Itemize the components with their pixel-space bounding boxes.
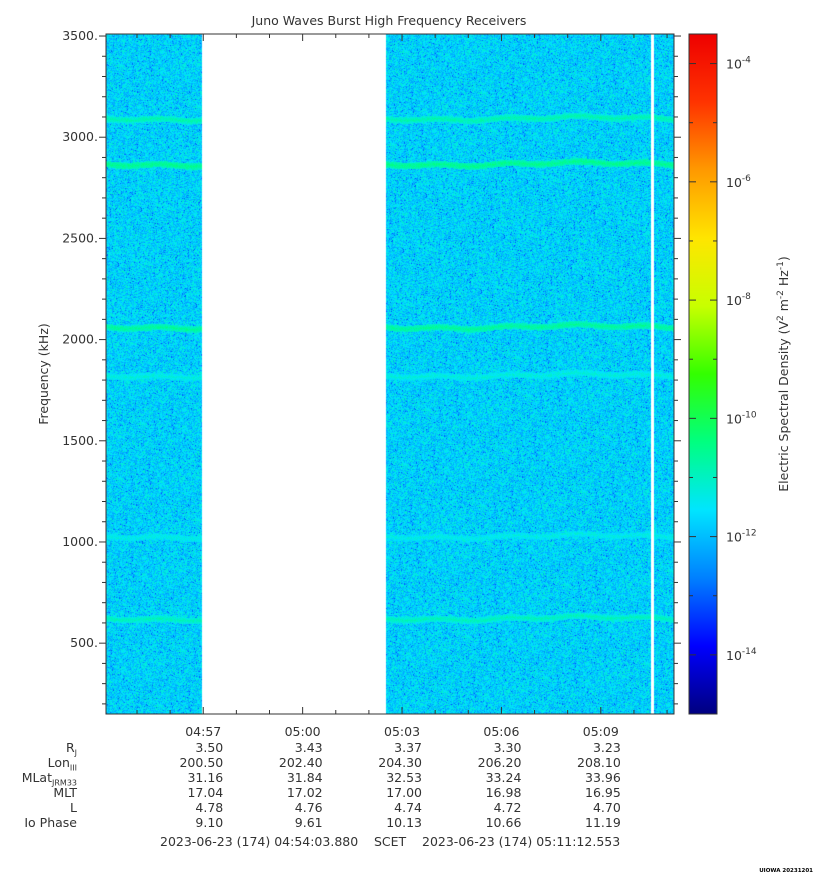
colorbar: 10-4 10-6 10-8 10-10 10-12 10-14: [688, 33, 757, 715]
y-tick-label: 1000.: [62, 534, 98, 549]
y-tick-label: 500.: [70, 635, 98, 650]
x-axis: 04:57 05:00 05:03 05:06 05:09: [136, 34, 668, 739]
x-tick-label: 05:03: [384, 724, 420, 739]
ephemeris-value: 202.40: [278, 755, 323, 770]
ephemeris-label: MLT: [53, 785, 77, 800]
ephemeris-value: 4.78: [195, 800, 224, 815]
ephemeris-value: 31.84: [286, 770, 323, 785]
y-tick-label: 3500.: [62, 28, 98, 43]
cb-tick-label: 10-12: [726, 529, 757, 545]
ephemeris-row: L 4.78 4.76 4.74 4.72 4.70: [0, 800, 815, 815]
chart-title: Juno Waves Burst High Frequency Receiver…: [251, 13, 527, 28]
cb-tick-label: 10-4: [726, 56, 751, 72]
spectrogram-image: [106, 34, 674, 714]
cb-tick-label: 10-14: [726, 647, 757, 663]
ephemeris-table: RJ 3.50 3.43 3.37 3.30 3.23 LonIII 200.50 202.40…: [0, 740, 815, 855]
cb-tick-label: 10-8: [726, 292, 751, 308]
end-time: 2023-06-23 (174) 05:11:12.553: [422, 834, 621, 849]
ephemeris-label: LonIII: [47, 755, 77, 773]
ephemeris-value: 3.43: [294, 740, 323, 755]
ephemeris-value: 208.10: [577, 755, 621, 770]
y-axis-label: Frequency (kHz): [36, 323, 51, 425]
ephemeris-value: 3.50: [195, 740, 224, 755]
colorbar-gradient: [688, 33, 718, 715]
ephemeris-value: 31.16: [187, 770, 224, 785]
ephemeris-value: 33.96: [585, 770, 621, 785]
x-tick-label: 05:06: [483, 724, 519, 739]
x-tick-label: 04:57: [185, 724, 221, 739]
ephemeris-value: 17.02: [286, 785, 323, 800]
version-stamp: UIOWA 20231201: [759, 868, 813, 874]
ephemeris-label: L: [70, 800, 77, 815]
ephemeris-value: 10.66: [485, 815, 522, 830]
ephemeris-value: 4.72: [493, 800, 522, 815]
ephemeris-value: 3.23: [592, 740, 621, 755]
y-tick-label: 2000.: [62, 332, 98, 347]
spectrogram-plot: [106, 34, 674, 714]
ephemeris-value: 4.70: [592, 800, 621, 815]
ephemeris-row: MLT 17.04 17.02 17.00 16.98 16.95: [0, 785, 815, 800]
ephemeris-value: 9.10: [195, 815, 224, 830]
y-tick-label: 3000.: [62, 129, 98, 144]
x-tick-label: 05:00: [285, 724, 321, 739]
ephemeris-row: RJ 3.50 3.43 3.37 3.30 3.23: [0, 740, 815, 758]
ephemeris-value: 33.24: [485, 770, 522, 785]
start-time: 2023-06-23 (174) 04:54:03.880: [160, 834, 359, 849]
cb-tick-label: 10-10: [726, 410, 757, 426]
colorbar-label: Electric Spectral Density (V2 m-2 Hz-1): [776, 256, 791, 491]
ephemeris-value: 11.19: [585, 815, 621, 830]
ephemeris-value: 17.04: [187, 785, 224, 800]
x-tick-label: 05:09: [583, 724, 619, 739]
ephemeris-label: Io Phase: [24, 815, 77, 830]
ephemeris-value: 200.50: [179, 755, 224, 770]
ephemeris-value: 3.30: [493, 740, 522, 755]
ephemeris-value: 16.98: [485, 785, 522, 800]
ephemeris-value: 17.00: [386, 785, 423, 800]
y-tick-label: 2500.: [62, 230, 98, 245]
ephemeris-row: Io Phase 9.10 9.61 10.13 10.66 11.19: [0, 815, 815, 830]
ephemeris-value: 9.61: [294, 815, 323, 830]
scet-label: SCET: [374, 834, 407, 849]
ephemeris-value: 4.76: [294, 800, 323, 815]
ephemeris-row: MLatJRM33 31.16 31.84 32.53 33.24 33.96: [0, 770, 815, 788]
ephemeris-value: 204.30: [378, 755, 423, 770]
ephemeris-value: 16.95: [585, 785, 621, 800]
ephemeris-value: 206.20: [477, 755, 522, 770]
ephemeris-label: RJ: [65, 740, 77, 758]
ephemeris-label: MLatJRM33: [21, 770, 77, 788]
plot-frame: [105, 33, 675, 715]
ephemeris-row: LonIII 200.50 202.40 204.30 206.20 208.10: [0, 755, 815, 773]
y-tick-label: 1500.: [62, 433, 98, 448]
ephemeris-value: 4.74: [394, 800, 423, 815]
ephemeris-value: 3.37: [394, 740, 423, 755]
ephemeris-value: 32.53: [386, 770, 423, 785]
ephemeris-value: 10.13: [386, 815, 423, 830]
spectrogram-chart: Juno Waves Burst High Frequency Receiver…: [36, 13, 791, 739]
cb-tick-label: 10-6: [726, 174, 751, 190]
y-axis: 500. 1000. 1500. 2000. 2500. 3000. 3500.: [62, 28, 681, 705]
